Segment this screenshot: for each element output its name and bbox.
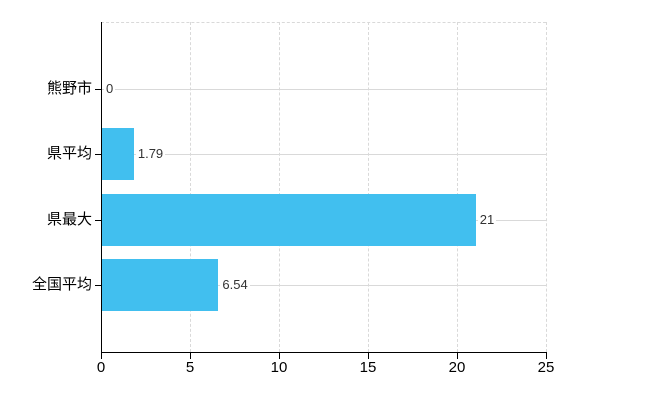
y-tick-mark [95, 154, 101, 156]
x-tick-label: 10 [270, 359, 288, 376]
category-label: 県最大 [46, 210, 92, 228]
vertical-gridline [546, 22, 547, 352]
vertical-gridline [457, 22, 458, 352]
x-tick-label: 0 [96, 359, 106, 376]
y-tick-mark [95, 89, 101, 90]
y-tick-mark [95, 219, 101, 221]
x-tick-mark [457, 353, 458, 359]
x-tick-label: 5 [185, 359, 195, 376]
value-label: 6.54 [220, 277, 250, 293]
bar [102, 193, 476, 246]
x-tick-mark [279, 353, 280, 359]
horizontal-gridline [101, 285, 546, 286]
value-label: 0 [104, 81, 116, 97]
plot-top-border [101, 22, 546, 23]
vertical-gridline [279, 22, 280, 352]
vertical-gridline [190, 22, 191, 352]
category-label: 全国平均 [31, 276, 92, 293]
horizontal-gridline [101, 154, 546, 156]
category-label: 熊野市 [46, 80, 92, 97]
vertical-gridline [368, 22, 369, 352]
x-tick-label: 25 [537, 359, 555, 376]
x-axis-line [101, 352, 547, 353]
bar [102, 128, 134, 181]
x-tick-mark [190, 353, 191, 359]
x-tick-mark [546, 353, 547, 359]
bar [102, 259, 218, 311]
value-label: 21 [477, 211, 497, 228]
horizontal-gridline [101, 89, 546, 90]
y-axis-line [101, 22, 102, 353]
x-tick-mark [368, 353, 369, 359]
category-label: 県平均 [46, 145, 92, 163]
x-tick-mark [101, 353, 102, 359]
value-label: 1.79 [135, 146, 166, 163]
y-tick-mark [95, 285, 101, 286]
x-tick-label: 20 [448, 359, 466, 376]
x-tick-label: 15 [359, 359, 377, 376]
